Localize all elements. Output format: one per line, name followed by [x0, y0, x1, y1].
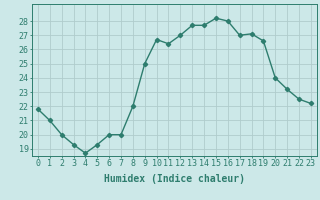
X-axis label: Humidex (Indice chaleur): Humidex (Indice chaleur): [104, 174, 245, 184]
